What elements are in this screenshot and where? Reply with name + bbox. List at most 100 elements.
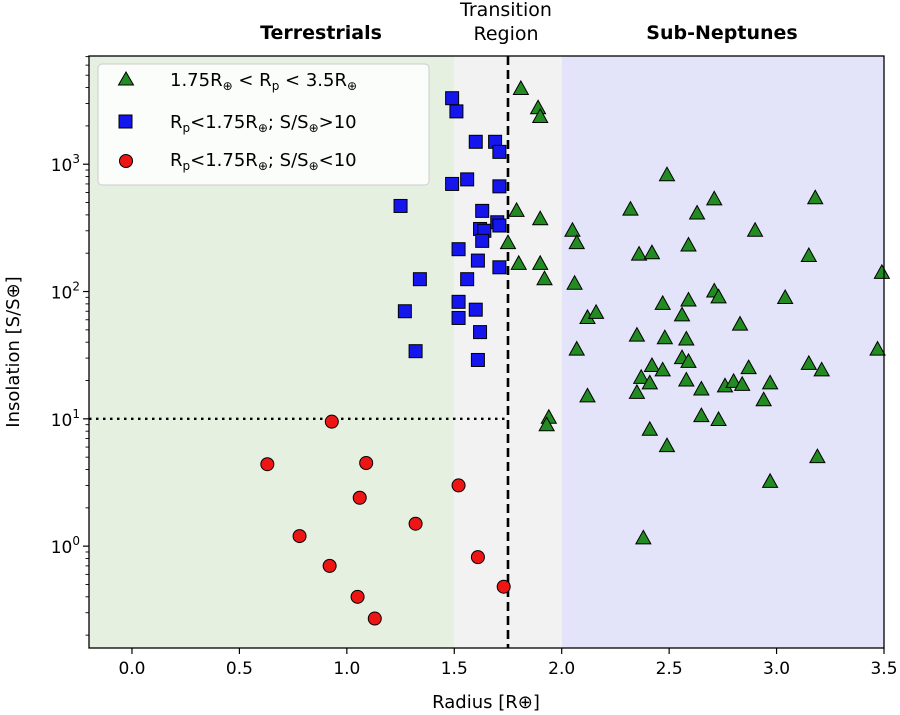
circle-point-4 bbox=[451, 478, 466, 493]
x-tick-label: 1.5 bbox=[441, 659, 468, 679]
circle-point-6 bbox=[292, 529, 307, 544]
legend-box bbox=[97, 63, 430, 186]
reference-lines bbox=[89, 56, 510, 648]
region-title-terrestrials: Terrestrials bbox=[260, 22, 382, 44]
square-point-16 bbox=[470, 253, 485, 268]
triangle-point-54 bbox=[800, 354, 818, 370]
triangle-point-15 bbox=[579, 387, 596, 403]
legend-entry-square: Rp<1.75R⊕; S/S⊕>10 bbox=[118, 112, 357, 135]
triangle-point-49 bbox=[733, 375, 751, 391]
triangle-point-17 bbox=[538, 416, 556, 432]
y-tick-label: 100 bbox=[51, 534, 80, 558]
triangle-point-56 bbox=[869, 340, 886, 356]
triangle-point-0 bbox=[512, 79, 530, 95]
triangle-point-52 bbox=[755, 391, 773, 407]
triangle-point-31 bbox=[776, 288, 794, 304]
square-point-25 bbox=[408, 344, 423, 359]
triangle-point-29 bbox=[710, 288, 727, 304]
triangle-point-18 bbox=[622, 200, 639, 216]
triangle-point-8 bbox=[536, 270, 553, 286]
plot-frame bbox=[88, 55, 885, 649]
triangle-point-33 bbox=[806, 189, 824, 205]
circle-point-5 bbox=[408, 516, 423, 531]
triangle-point-20 bbox=[643, 244, 661, 260]
triangle-point-34 bbox=[873, 263, 891, 279]
triangle-point-23 bbox=[705, 190, 723, 206]
triangle-point-45 bbox=[677, 371, 695, 387]
circle-point-9 bbox=[350, 589, 365, 604]
x-tick-label: 3.5 bbox=[870, 659, 897, 679]
square-point-8 bbox=[393, 198, 408, 213]
legend-square-marker bbox=[118, 114, 133, 129]
triangle-point-4 bbox=[499, 234, 517, 250]
triangle-point-46 bbox=[693, 380, 710, 396]
triangle-point-62 bbox=[809, 448, 826, 464]
circle-point-0 bbox=[324, 414, 339, 429]
circle-point-2 bbox=[359, 455, 374, 470]
triangle-point-50 bbox=[731, 315, 749, 331]
x-axis-label: Radius [R⊕] bbox=[432, 692, 540, 713]
square-point-26 bbox=[470, 352, 485, 367]
data-points bbox=[260, 79, 891, 626]
circle-point-11 bbox=[496, 579, 511, 594]
square-point-2 bbox=[468, 134, 483, 149]
square-point-15 bbox=[475, 233, 490, 248]
square-point-20 bbox=[451, 294, 466, 309]
triangle-point-27 bbox=[680, 291, 697, 307]
triangle-point-21 bbox=[658, 166, 676, 182]
triangle-point-2 bbox=[531, 107, 549, 123]
circle-point-8 bbox=[470, 550, 485, 565]
region-sub-neptunes bbox=[561, 56, 884, 648]
triangle-point-61 bbox=[761, 472, 779, 488]
triangle-point-30 bbox=[746, 221, 764, 237]
square-point-1 bbox=[449, 104, 464, 119]
square-point-7 bbox=[492, 179, 507, 194]
region-title-transition-line2: Region bbox=[473, 23, 538, 45]
square-point-9 bbox=[475, 203, 490, 218]
triangle-point-60 bbox=[710, 410, 727, 426]
legend-entry-triangle: 1.75R⊕ < Rp < 3.5R⊕ bbox=[117, 70, 357, 93]
triangle-point-24 bbox=[680, 236, 697, 252]
square-point-17 bbox=[492, 260, 507, 275]
square-point-14 bbox=[451, 242, 466, 257]
triangle-point-19 bbox=[630, 245, 648, 261]
region-title-transition-line1: Transition bbox=[459, 0, 552, 21]
square-point-6 bbox=[445, 176, 460, 191]
x-tick-label: 0.5 bbox=[226, 659, 253, 679]
triangle-point-3 bbox=[508, 201, 525, 217]
y-tick-label: 103 bbox=[51, 152, 80, 176]
square-point-24 bbox=[473, 325, 488, 340]
triangle-point-32 bbox=[800, 247, 818, 263]
x-tick-label: 3.0 bbox=[763, 659, 790, 679]
x-tick-label: 1.0 bbox=[333, 659, 360, 679]
triangle-point-10 bbox=[568, 234, 586, 250]
legend-triangle-marker bbox=[117, 70, 135, 86]
triangle-point-13 bbox=[587, 303, 605, 319]
triangle-point-59 bbox=[693, 407, 710, 423]
triangle-point-6 bbox=[531, 210, 549, 226]
x-tick-label: 0.0 bbox=[118, 659, 145, 679]
triangle-point-37 bbox=[677, 330, 695, 346]
triangle-point-35 bbox=[628, 326, 646, 342]
triangle-point-40 bbox=[632, 368, 650, 384]
legend: 1.75R⊕ < Rp < 3.5R⊕ Rp<1.75R⊕; S/S⊕>10 R… bbox=[97, 63, 430, 186]
y-axis-label: Insolation [S/S⊕] bbox=[3, 276, 24, 427]
triangle-point-25 bbox=[654, 294, 672, 310]
triangle-point-42 bbox=[654, 361, 672, 377]
triangle-point-58 bbox=[658, 437, 676, 453]
y-axis-ticks: 100 101 102 103 bbox=[51, 56, 89, 636]
circle-point-10 bbox=[367, 611, 382, 626]
y-tick-label: 102 bbox=[51, 280, 80, 304]
triangle-point-39 bbox=[680, 352, 697, 368]
triangle-point-9 bbox=[564, 221, 581, 237]
triangle-point-48 bbox=[725, 372, 742, 388]
square-point-19 bbox=[460, 272, 475, 287]
triangle-point-7 bbox=[531, 254, 549, 270]
triangle-point-51 bbox=[740, 359, 757, 375]
triangle-point-55 bbox=[813, 361, 831, 377]
square-point-22 bbox=[397, 304, 412, 319]
y-tick-label: 101 bbox=[51, 407, 80, 431]
triangle-point-53 bbox=[761, 374, 779, 390]
square-point-23 bbox=[451, 310, 466, 325]
